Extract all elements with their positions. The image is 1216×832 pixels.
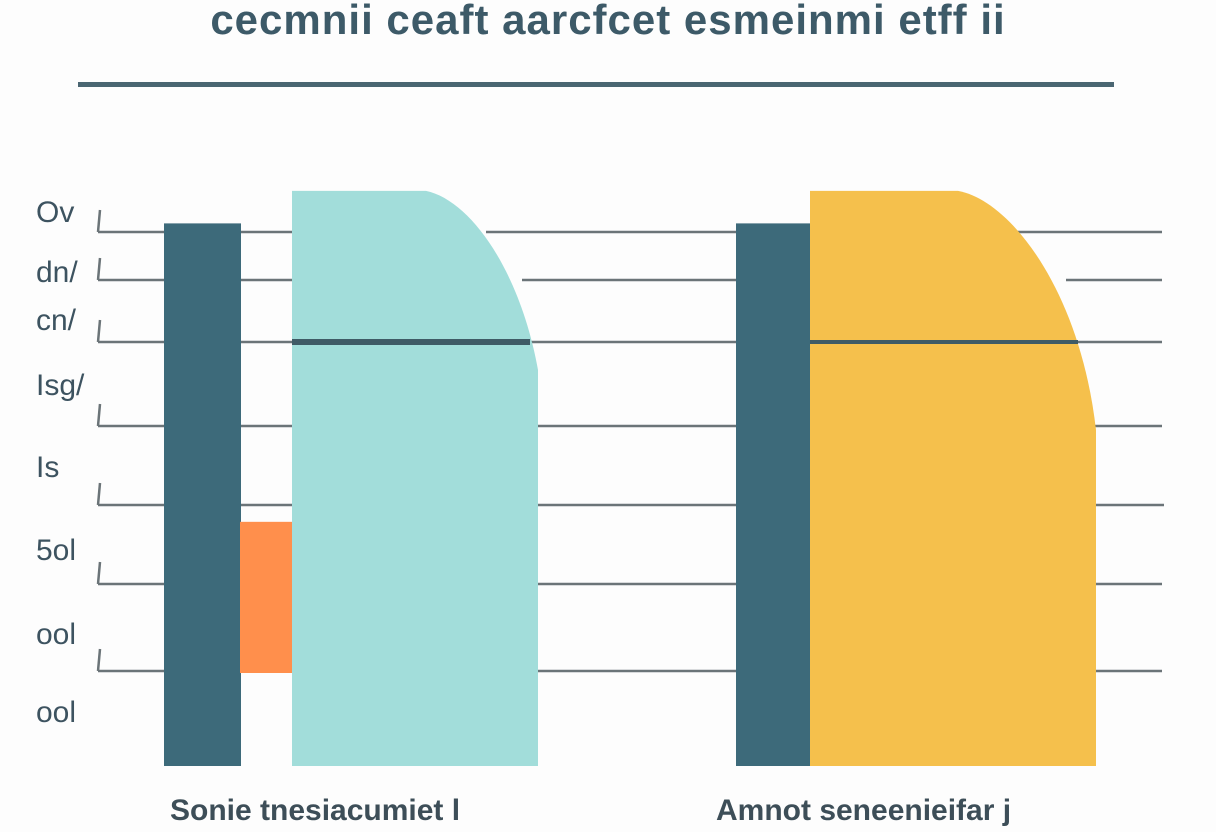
y-tick-label: ool	[36, 696, 76, 729]
y-tick-label: ool	[36, 618, 76, 651]
gridline-hook	[96, 209, 102, 233]
bar-orange-group1	[240, 521, 292, 673]
gridline-hook	[96, 403, 102, 427]
category-label-2: Amnot seneenieifar j	[716, 794, 1012, 827]
bar-teal-group1	[292, 190, 538, 766]
chart-title: cecmnii ceaft aarcfcet esmeinmi etff ii	[210, 0, 1006, 43]
bar-yellow-group2	[810, 190, 1096, 766]
bar-dark-group2	[736, 223, 812, 767]
y-tick-label: dn/	[36, 256, 78, 289]
gridline-hook	[96, 319, 102, 343]
gridline-hook	[96, 561, 102, 585]
gridline-hook	[96, 648, 102, 672]
gridline-hook	[96, 482, 102, 506]
y-tick-label: cn/	[36, 304, 77, 337]
y-tick-label: Is	[36, 451, 59, 484]
bar-dark-group1	[164, 223, 241, 767]
y-tick-label: Isg/	[36, 369, 85, 402]
gridline-hook	[96, 257, 102, 281]
y-tick-label: 5ol	[36, 534, 76, 567]
y-tick-label: Ov	[36, 196, 74, 229]
category-label-1: Sonie tnesiacumiet l	[170, 794, 461, 827]
title-underline	[78, 82, 1114, 87]
